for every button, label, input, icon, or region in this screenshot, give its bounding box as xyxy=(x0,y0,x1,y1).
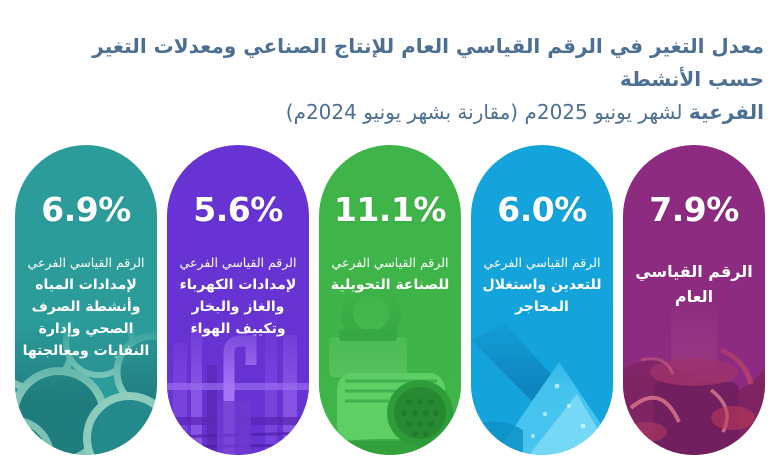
card-label-bold: لإمدادات المياه وأنشطة الصرف الصحي وإدار… xyxy=(22,277,150,359)
card-electricity-gas: 5.6% الرقم القياسي الفرعي لإمدادات الكهر… xyxy=(167,145,309,455)
index-cards-row: 7.9% الرقم القياسي العام 6.0% ال xyxy=(15,145,765,455)
percent-value: 7.9% xyxy=(649,190,739,229)
card-label-light: الرقم القياسي الفرعي xyxy=(179,255,297,270)
card-manufacturing: 11.1% الرقم القياسي الفرعي للصناعة التحو… xyxy=(319,145,461,455)
title-line-1: معدل التغير في الرقم القياسي العام للإنت… xyxy=(92,34,764,91)
electric-motor-photo xyxy=(319,285,461,455)
percent-value: 6.9% xyxy=(41,190,131,229)
card-label-light: الرقم القياسي الفرعي xyxy=(27,255,145,270)
card-label-bold: للصناعة التحويلية xyxy=(330,277,450,293)
industrial-machinery-photo xyxy=(623,290,765,455)
card-mining-quarrying: 6.0% الرقم القياسي الفرعي للتعدين واستغل… xyxy=(471,145,613,455)
title-line-2: الفرعية لشهر يونيو 2025م (مقارنة بشهر يو… xyxy=(285,100,764,124)
page-title: معدل التغير في الرقم القياسي العام للإنت… xyxy=(49,30,764,129)
card-label-light: الرقم القياسي الفرعي xyxy=(483,255,601,270)
card-label-bold: للتعدين واستغلال المحاجر xyxy=(482,277,602,315)
card-label-light: الرقم القياسي الفرعي xyxy=(331,255,449,270)
card-water-waste: 6.9% الرقم القياسي الفرعي لإمدادات الميا… xyxy=(15,145,157,455)
card-label-bold: لإمدادات الكهرباء والغاز والبخار وتكييف … xyxy=(179,277,297,337)
percent-value: 5.6% xyxy=(193,190,283,229)
card-general-index: 7.9% الرقم القياسي العام xyxy=(623,145,765,455)
card-label-bold: الرقم القياسي العام xyxy=(635,262,753,306)
percent-value: 6.0% xyxy=(497,190,587,229)
mineral-pile-photo xyxy=(471,310,613,455)
percent-value: 11.1% xyxy=(334,190,447,229)
